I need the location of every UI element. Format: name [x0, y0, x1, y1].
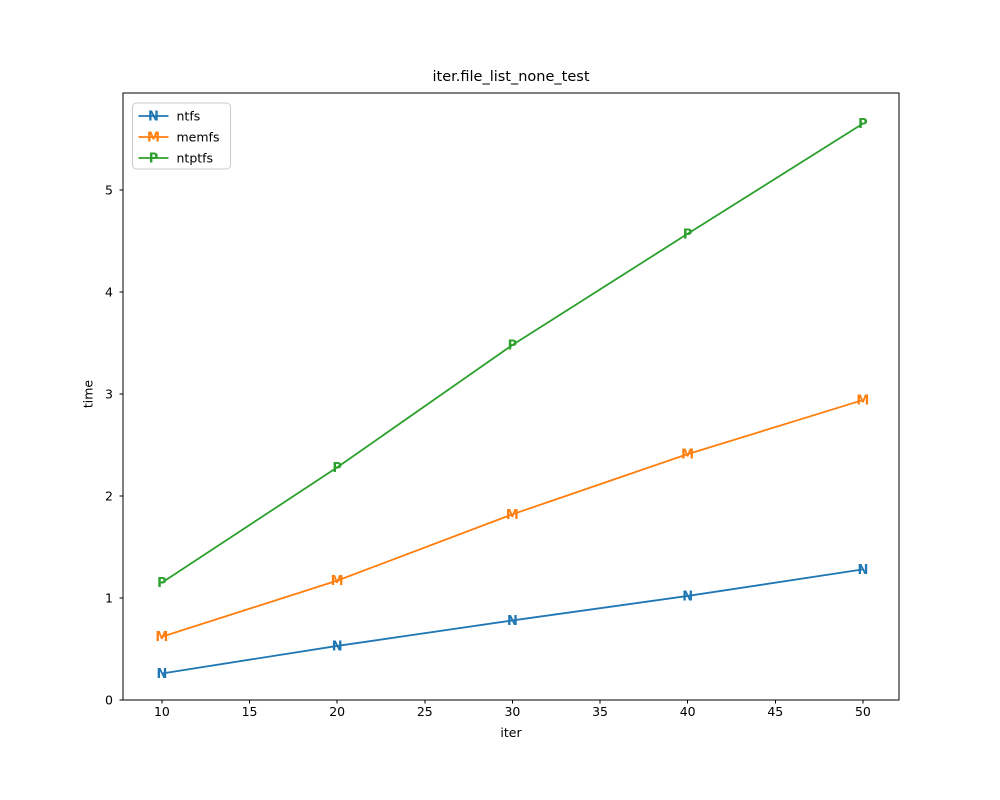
x-tick-label: 10 — [154, 704, 170, 719]
data-point-marker-ntfs: N — [332, 639, 343, 654]
legend-label-memfs: memfs — [177, 130, 220, 145]
y-tick-label: 3 — [105, 386, 113, 401]
y-tick-label: 4 — [105, 284, 113, 299]
data-point-marker-ntptfs: P — [683, 227, 693, 242]
series-line-ntptfs — [161, 122, 864, 584]
series-line-memfs — [161, 399, 864, 638]
chart-title: iter.file_list_none_test — [432, 69, 590, 85]
x-tick-label: 35 — [592, 704, 608, 719]
legend-marker-P: P — [149, 152, 159, 167]
data-point-marker-ntptfs: P — [508, 338, 518, 353]
data-point-marker-ntptfs: P — [858, 117, 868, 132]
y-axis-label: time — [80, 379, 96, 409]
legend-marker-M: M — [147, 131, 160, 146]
x-tick-label: 25 — [417, 704, 433, 719]
legend-marker-N: N — [148, 110, 159, 125]
data-point-marker-memfs: M — [506, 508, 519, 523]
y-tick-label: 0 — [105, 693, 113, 708]
x-tick-label: 45 — [767, 704, 783, 719]
x-tick-label: 40 — [680, 704, 696, 719]
y-tick-label: 1 — [105, 590, 113, 605]
data-point-marker-ntfs: N — [156, 667, 167, 682]
y-tick-label: 5 — [105, 182, 113, 197]
data-point-marker-ntptfs: P — [332, 461, 342, 476]
data-point-marker-ntfs: N — [682, 589, 693, 604]
data-point-marker-ntptfs: P — [157, 576, 167, 591]
data-point-marker-memfs: M — [856, 394, 869, 409]
data-point-marker-memfs: M — [155, 630, 168, 645]
series-line-ntfs — [161, 568, 864, 675]
x-tick-label: 20 — [329, 704, 345, 719]
x-tick-label: 50 — [855, 704, 871, 719]
y-tick-label: 2 — [105, 488, 113, 503]
data-point-marker-memfs: M — [331, 574, 344, 589]
x-tick-label: 15 — [242, 704, 258, 719]
x-axis-label: iter — [500, 725, 522, 740]
plot-frame — [122, 92, 900, 701]
data-point-marker-ntfs: N — [507, 614, 518, 629]
legend-label-ntptfs: ntptfs — [177, 151, 214, 166]
legend-label-ntfs: ntfs — [177, 109, 201, 124]
data-point-marker-ntfs: N — [857, 563, 868, 578]
data-point-marker-memfs: M — [681, 448, 694, 463]
legend-box — [132, 102, 231, 170]
x-tick-label: 30 — [504, 704, 520, 719]
